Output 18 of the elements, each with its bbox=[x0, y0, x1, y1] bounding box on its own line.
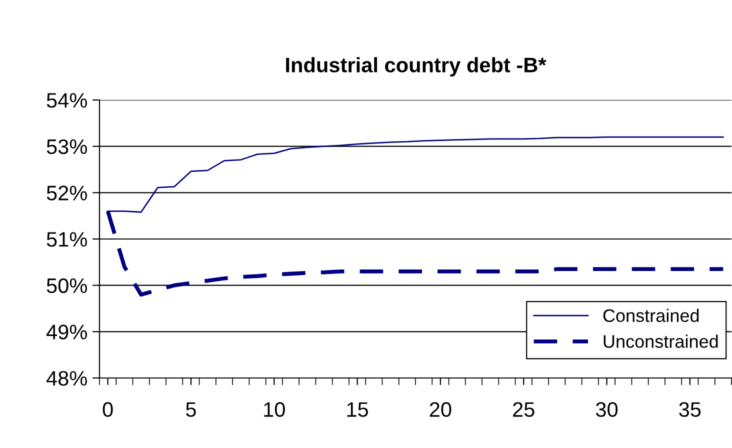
y-tick-label: 52% bbox=[46, 186, 87, 200]
x-tick-label: 5 bbox=[186, 402, 196, 417]
y-tick-label: 54% bbox=[46, 93, 87, 108]
chart-title: Industrial country debt -B* bbox=[286, 57, 546, 77]
y-tick-label: 53% bbox=[46, 139, 87, 154]
legend-label: Unconstrained bbox=[604, 334, 718, 348]
y-tick-label: 50% bbox=[46, 278, 87, 294]
x-tick-label: 15 bbox=[347, 402, 368, 417]
x-tick-label: 20 bbox=[430, 402, 452, 417]
x-tick-label: 10 bbox=[264, 402, 285, 417]
y-tick-label: 49% bbox=[46, 324, 87, 340]
legend-label: Constrained bbox=[603, 308, 699, 322]
x-tick-label: 25 bbox=[513, 402, 534, 417]
y-tick-label: 51% bbox=[46, 232, 87, 247]
x-tick-label: 35 bbox=[679, 402, 701, 417]
y-tick-label: 48% bbox=[46, 371, 87, 386]
x-tick-label: 30 bbox=[596, 402, 618, 417]
x-tick-label: 0 bbox=[102, 402, 113, 417]
